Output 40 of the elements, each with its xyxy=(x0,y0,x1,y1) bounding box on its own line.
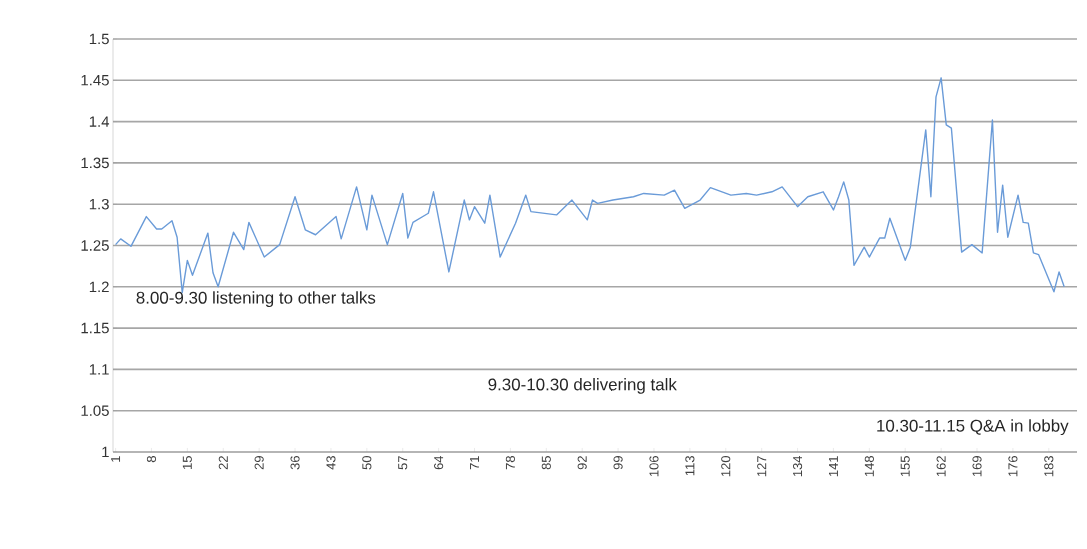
x-tick-label: 113 xyxy=(685,456,695,476)
x-tick-label: 71 xyxy=(470,456,479,470)
x-tick-label: 8 xyxy=(146,456,157,463)
x-tick-label: 183 xyxy=(1044,456,1054,477)
x-tick-label: 148 xyxy=(864,456,874,477)
y-tick-label: 1.05 xyxy=(81,405,109,416)
annotation: 10.30-11.15 Q&A in lobby xyxy=(877,419,1069,436)
x-tick-label: 155 xyxy=(900,456,910,477)
x-tick-label: 29 xyxy=(254,456,264,470)
x-tick-label: 176 xyxy=(1008,456,1018,477)
y-tick-label: 1.5 xyxy=(89,33,109,45)
y-tick-label: 1.3 xyxy=(89,198,109,210)
x-tick-label: 162 xyxy=(936,456,946,477)
x-tick-label: 127 xyxy=(757,456,767,477)
x-tick-label: 57 xyxy=(398,456,408,470)
y-tick-label: 1.15 xyxy=(81,322,109,334)
x-tick-label: 92 xyxy=(577,456,587,470)
x-tick-label: 169 xyxy=(972,456,982,477)
x-tick-label: 120 xyxy=(721,456,731,477)
annotation: 8.00-9.30 listening to other talks xyxy=(136,291,376,308)
x-tick-label: 22 xyxy=(218,456,228,470)
y-tick-label: 1.4 xyxy=(89,116,110,127)
x-tick-label: 15 xyxy=(182,456,192,469)
x-tick-label: 106 xyxy=(649,456,659,477)
x-tick-label: 43 xyxy=(326,456,336,470)
y-tick-label: 1.2 xyxy=(89,281,109,292)
x-tick-label: 134 xyxy=(792,455,803,477)
y-tick-label: 1.1 xyxy=(89,364,109,375)
y-tick-label: 1.35 xyxy=(81,157,109,169)
x-tick-label: 99 xyxy=(613,456,623,470)
x-tick-label: 1 xyxy=(111,456,121,462)
x-tick-label: 50 xyxy=(362,456,372,470)
y-tick-label: 1.25 xyxy=(81,240,109,251)
x-tick-label: 36 xyxy=(290,456,300,470)
annotation: 9.30-10.30 delivering talk xyxy=(488,378,677,394)
x-tick-label: 78 xyxy=(505,456,515,470)
x-tick-label: 85 xyxy=(541,456,551,470)
x-tick-label: 141 xyxy=(829,456,838,477)
y-tick-label: 1.45 xyxy=(81,75,109,86)
x-tick-label: 64 xyxy=(434,455,444,470)
